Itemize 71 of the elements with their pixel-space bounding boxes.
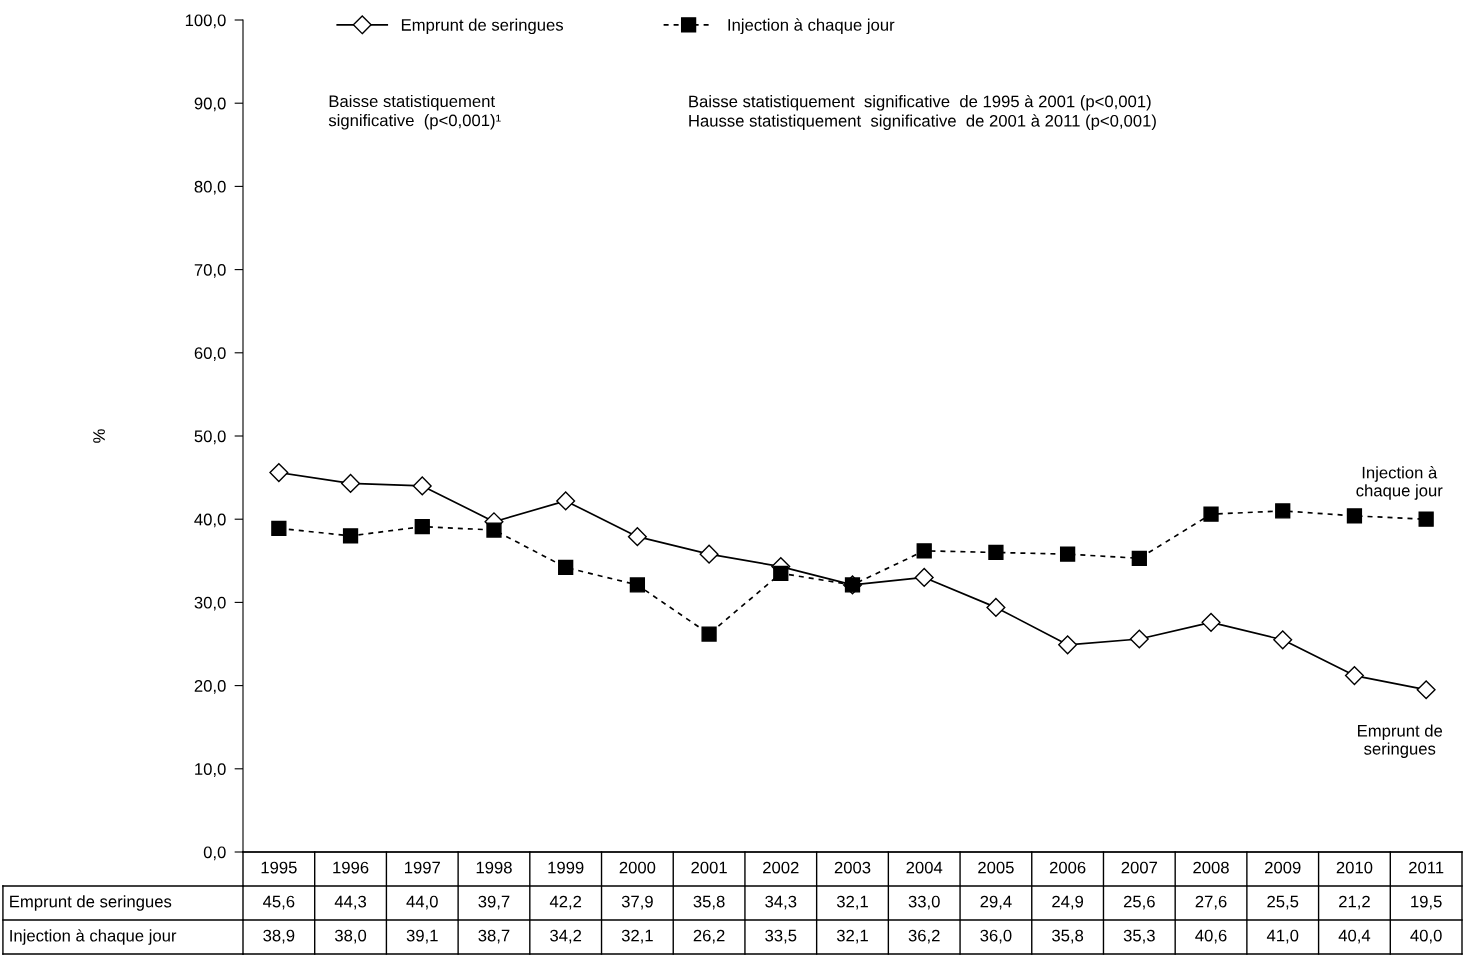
annotation: Emprunt de seringues (1358, 724, 1443, 758)
data-label: 41,0 (1266, 929, 1299, 944)
x-tick-label: 2004 (906, 861, 943, 874)
data-label: 34,3 (765, 895, 797, 910)
data-label: 32,1 (621, 929, 653, 944)
y-tick-label: 0,0 (203, 846, 226, 861)
data-label: 39,7 (478, 895, 510, 910)
text: Injection à chaque jour (10, 929, 177, 945)
data-label: 40,0 (1410, 929, 1442, 944)
data-label: 45,6 (263, 895, 295, 910)
data-label: 38,0 (334, 929, 367, 944)
y-tick-label: 20,0 (194, 680, 226, 694)
y-tick-label: 70,0 (194, 264, 226, 278)
data-label: 33,5 (765, 929, 797, 944)
legend-label: Emprunt de seringues (401, 18, 564, 35)
x-tick-label: 2008 (1193, 861, 1229, 874)
x-tick-label: 2001 (691, 861, 727, 874)
annotation: Injection à chaque jour (1356, 466, 1443, 500)
y-tick-label: 50,0 (194, 430, 226, 445)
data-label: 29,4 (980, 895, 1012, 910)
data-label: 32,1 (836, 929, 868, 944)
y-tick-label: 80,0 (194, 180, 226, 195)
data-label: 35,8 (693, 895, 725, 910)
data-label: 36,2 (908, 929, 940, 944)
data-label: 37,9 (621, 895, 653, 910)
data-label: 34,2 (550, 929, 582, 944)
data-label: 40,4 (1338, 929, 1371, 944)
y-tick-label: 60,0 (194, 347, 226, 361)
data-label: 38,9 (263, 929, 295, 944)
data-label: 35,3 (1123, 929, 1155, 944)
data-label: 36,0 (980, 929, 1012, 944)
x-tick-label: 1999 (548, 861, 584, 874)
x-tick-label: 2000 (619, 861, 656, 874)
data-label: 39,1 (406, 929, 438, 944)
x-tick-label: 1998 (476, 861, 512, 874)
x-tick-label: 2009 (1265, 861, 1301, 874)
x-tick-label: 2006 (1049, 861, 1086, 874)
data-label: 21,2 (1339, 895, 1370, 910)
data-label: 26,2 (693, 929, 725, 944)
data-label: 19,5 (1411, 895, 1442, 910)
y-tick-label: 40,0 (194, 513, 226, 528)
data-label: 32,1 (836, 895, 868, 910)
x-tick-label: 2002 (763, 861, 799, 874)
data-label: 42,2 (549, 895, 582, 910)
y-axis-title: % (93, 429, 105, 443)
x-tick-label: 2011 (1409, 861, 1444, 874)
annotation: Baisse statistiquement significative de 1995 à 2001 (p<0,001) Hausse statistiquement significative de 2001 à 2011 (p<0,001) (689, 94, 1156, 131)
data-label: 33,0 (908, 895, 940, 910)
data-label: 25,5 (1267, 895, 1299, 910)
x-tick-label: 2010 (1336, 861, 1373, 874)
y-tick-label: 30,0 (194, 596, 226, 611)
data-label: 35,8 (1052, 929, 1084, 944)
y-tick-label: 100,0 (185, 14, 226, 29)
data-label: 40,6 (1195, 929, 1227, 944)
data-label: 24,9 (1052, 895, 1084, 910)
x-tick-label: 2003 (834, 861, 871, 874)
x-tick-label: 1996 (333, 861, 369, 874)
y-tick-label: 90,0 (194, 97, 226, 112)
x-tick-label: 2005 (978, 861, 1014, 874)
text: Emprunt de seringues (10, 895, 172, 911)
data-label: 44,3 (334, 895, 367, 910)
data-label: 44,0 (406, 895, 438, 910)
y-tick-label: 10,0 (195, 763, 226, 777)
data-label: 27,6 (1195, 895, 1227, 910)
annotation: Baisse statistiquement significative (p<0,001)¹ (328, 94, 501, 130)
data-label: 25,6 (1123, 895, 1155, 910)
legend-label: Injection à chaque jour (728, 18, 895, 35)
data-label: 38,7 (478, 929, 510, 944)
x-tick-label: 1997 (405, 861, 440, 874)
x-tick-label: 1995 (261, 861, 297, 874)
x-tick-label: 2007 (1121, 861, 1158, 874)
